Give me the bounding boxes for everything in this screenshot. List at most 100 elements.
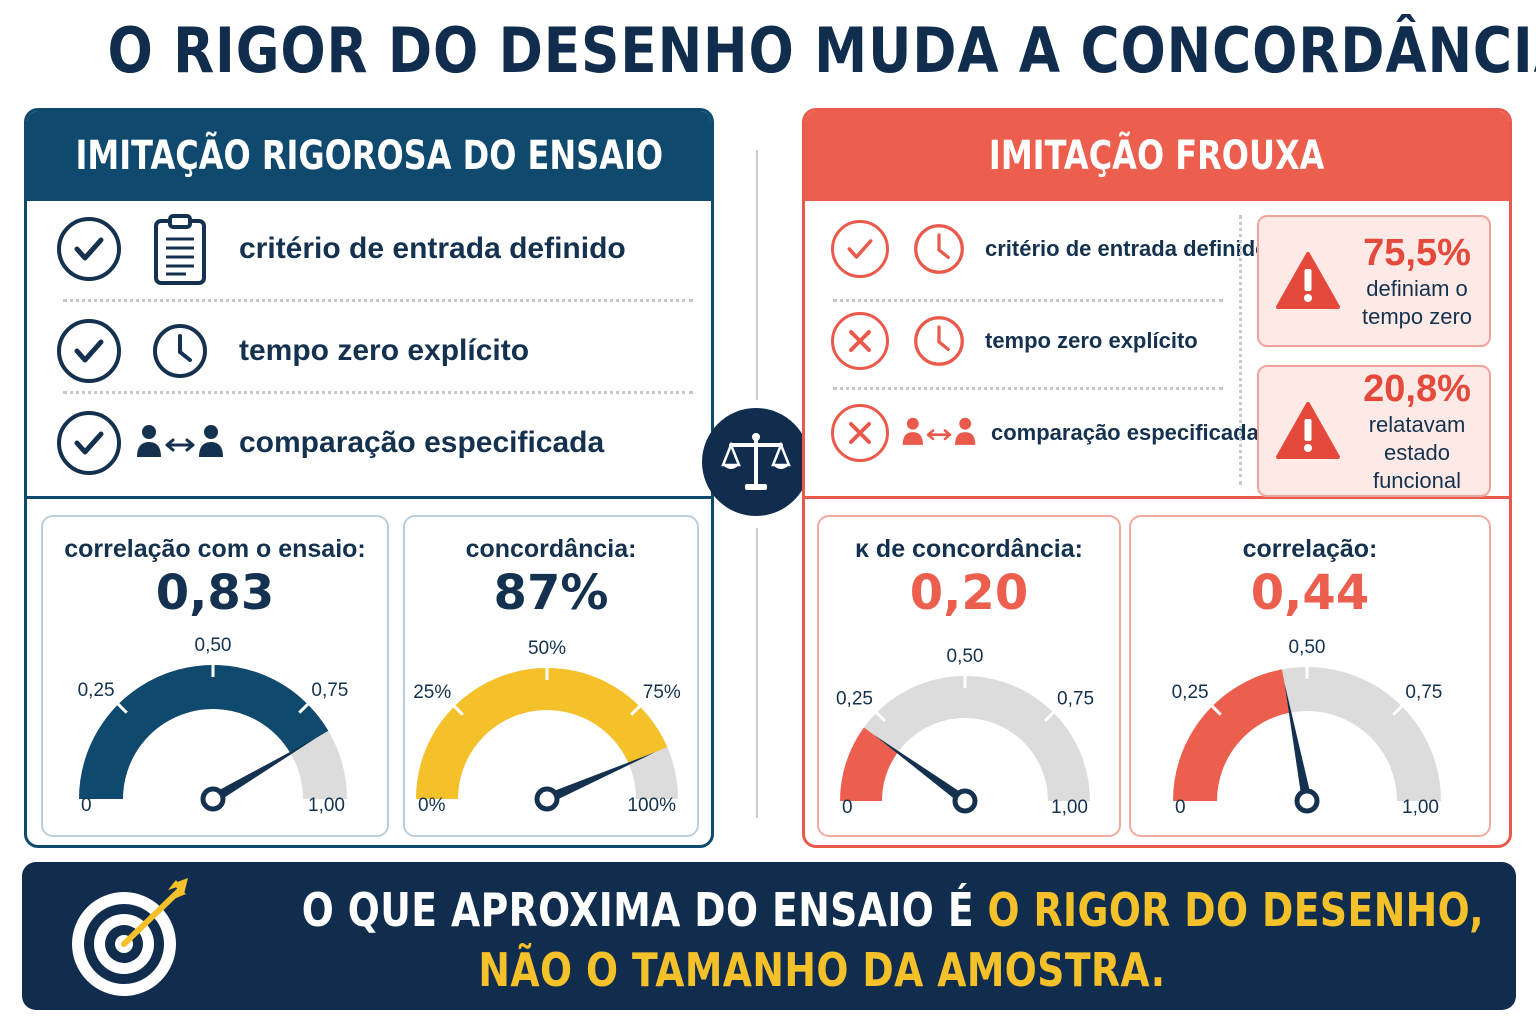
rigorous-panel: IMITAÇÃO RIGOROSA DO ENSAIO critério de … [24,108,714,848]
correlation-gauge: 0 0,25 0,50 0,75 1,00 [78,635,349,816]
criterion-label: comparação especificada [239,426,605,459]
gauge-tick-label: 0 [1175,797,1186,818]
agreement-gauge-card: concordância: 87% 0% 25% 50% 75% 100% [403,515,699,837]
gauge-tick [451,703,464,716]
gauge-value: 0,20 [909,565,1029,621]
dotted-divider [63,391,693,394]
gauge-tick [1209,703,1222,716]
dotted-divider [63,299,693,302]
gauge-tick-label: 1,00 [1402,797,1439,818]
gauge-hub [1294,788,1320,814]
dotted-divider [833,387,1223,390]
stat-description: relatavam [1368,411,1466,437]
gauge-tick [115,701,128,714]
criterion-row-time-zero: tempo zero explícito [57,311,529,391]
criterion-row-time-zero: tempo zero explícito [831,301,1198,381]
criterion-row-entry: critério de entrada definido [57,209,626,289]
cross-icon [831,404,889,462]
warning-icon [1271,251,1345,311]
stat-description: definiam o [1366,275,1468,301]
gauge-tick-label: 0,25 [78,680,115,701]
center-divider [756,528,758,818]
criterion-row-comparison: comparação especificada [831,393,1259,473]
clock-icon [907,314,971,368]
correlation-gauge-card: correlação com o ensaio: 0,83 0 0,25 0,50 0… [41,515,389,837]
kappa-gauge: 0 0,25 0,50 0,75 1,00 [836,646,1094,818]
gauge-tick-label: 0 [81,795,92,816]
center-divider [756,150,758,400]
gauge-tick-label: 0,50 [195,635,232,656]
gauge-fill [79,665,329,800]
agreement-gauge: 0% 25% 50% 75% 100% [413,638,681,816]
gauge-tick [1043,710,1056,723]
people-compare-icon [901,416,977,450]
clock-icon [135,322,225,380]
gauge-needle [545,752,656,804]
gauge-needle [1284,683,1312,802]
gauge-caption: correlação com o ensaio: [64,535,366,563]
criterion-label: tempo zero explícito [239,334,530,367]
conclusion-text: O QUE APROXIMA DO ENSAIO É O RIGOR DO DE… [172,880,1484,1000]
dotted-divider [1239,215,1242,485]
criterion-label: critério de entrada definido [985,236,1269,261]
cross-icon [831,312,889,370]
gauge-fill [1173,669,1291,802]
criterion-label: critério de entrada definido [239,232,626,265]
gauge-fill [416,668,668,800]
gauge-tick [874,710,887,723]
gauge-caption: κ de concordância: [855,535,1083,563]
stat-percentage: 20,8% [1363,367,1471,410]
check-icon [57,319,121,383]
gauge-tick [298,701,311,714]
gauge-hub [952,788,978,814]
check-icon [57,411,121,475]
loose-panel: IMITAÇÃO FROUXA critério de entrada defi… [802,108,1512,848]
gauge-tick [630,703,643,716]
rigorous-panel-title: IMITAÇÃO RIGOROSA DO ENSAIO [75,133,663,179]
clock-icon [907,222,971,276]
gauge-tick-label: 0,25 [836,688,873,709]
gauge-needle [210,737,317,804]
rigorous-criteria-list: critério de entrada definido tempo zero … [27,201,711,499]
gauge-value: 0,83 [155,565,275,621]
conclusion-line2-yellow: NÃO O TAMANHO DA AMOSTRA. [478,943,1166,997]
gauge-tick-label: 50% [528,638,566,659]
gauge-caption: correlação: [1242,535,1378,563]
gauge-tick-label: 1,00 [308,795,345,816]
criterion-row-entry: critério de entrada definido [831,209,1269,289]
kappa-gauge-card: κ de concordância: 0,20 0 0,25 0,50 0,75 1,0… [817,515,1121,837]
clipboard-icon [135,213,225,285]
conclusion-banner: O QUE APROXIMA DO ENSAIO É O RIGOR DO DE… [22,862,1516,1010]
gauge-tick-label: 100% [627,795,676,816]
check-icon [831,220,889,278]
correlation-gauge: 0 0,25 0,50 0,75 1,00 [1172,637,1443,818]
balance-scale-icon [702,408,810,516]
gauge-tick-label: 25% [413,682,451,703]
check-icon [57,217,121,281]
gauge-tick-label: 0% [418,795,446,816]
dotted-divider [833,299,1223,302]
gauge-tick-label: 1,00 [1051,797,1088,818]
criterion-label: tempo zero explícito [985,328,1198,353]
loose-criteria-list: critério de entrada definido tempo zero … [805,201,1509,499]
gauge-value: 87% [493,565,609,621]
gauge-tick-label: 0,75 [1057,688,1094,709]
stat-time-zero: 75,5% definiam o tempo zero [1257,215,1491,347]
gauge-tick-label: 0,50 [1289,637,1326,658]
gauge-value: 0,44 [1250,565,1370,621]
stat-percentage: 75,5% [1363,231,1471,274]
conclusion-line1-yellow: O RIGOR DO DESENHO, [987,883,1485,937]
conclusion-line1-white: O QUE APROXIMA DO ENSAIO É [301,883,988,937]
stat-description: estado funcional [1372,439,1462,493]
gauge-tick [1392,703,1405,716]
gauge-hub [534,786,560,812]
gauge-tick-label: 0,25 [1172,682,1209,703]
stat-functional-status: 20,8% relatavam estado funcional [1257,365,1491,497]
gauge-caption: concordância: [465,535,637,563]
stat-description: tempo zero [1361,303,1473,329]
gauge-hub [200,786,226,812]
gauge-needle [874,735,968,806]
gauge-tick-label: 0,75 [1405,682,1442,703]
loose-panel-header: IMITAÇÃO FROUXA [805,111,1509,201]
gauge-tick-label: 0,75 [311,680,348,701]
